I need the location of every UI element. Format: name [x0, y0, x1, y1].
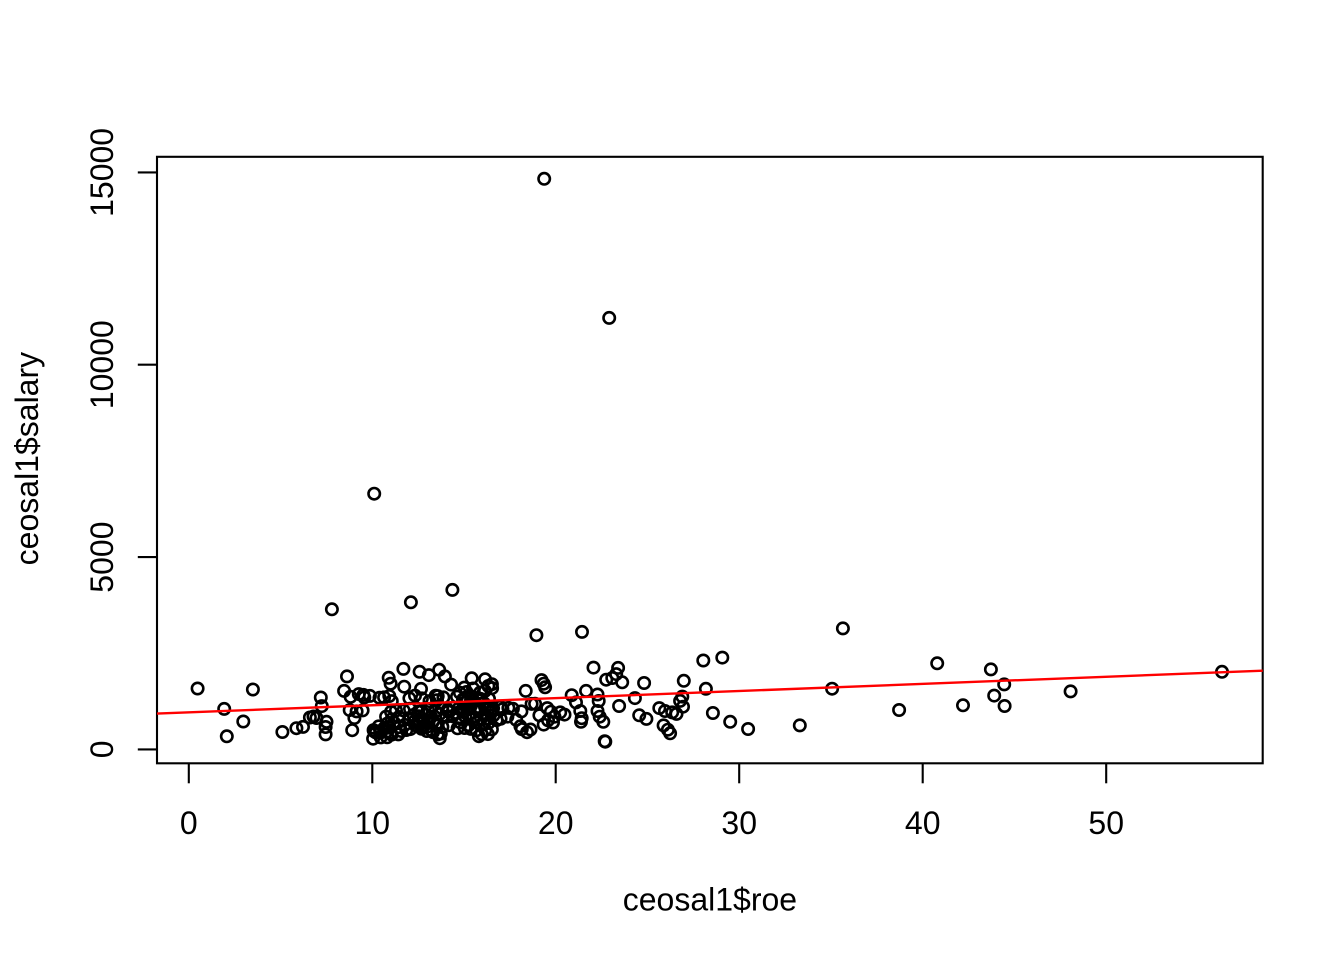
svg-text:15000: 15000 — [84, 128, 120, 217]
svg-text:10000: 10000 — [84, 320, 120, 409]
svg-text:ceosal1$salary: ceosal1$salary — [9, 352, 45, 565]
svg-text:30: 30 — [721, 805, 757, 841]
svg-text:20: 20 — [538, 805, 574, 841]
svg-text:0: 0 — [180, 805, 198, 841]
svg-text:40: 40 — [905, 805, 941, 841]
svg-text:5000: 5000 — [84, 522, 120, 593]
svg-text:10: 10 — [355, 805, 391, 841]
svg-text:0: 0 — [84, 741, 120, 759]
svg-text:50: 50 — [1088, 805, 1124, 841]
svg-text:ceosal1$roe: ceosal1$roe — [623, 882, 797, 918]
